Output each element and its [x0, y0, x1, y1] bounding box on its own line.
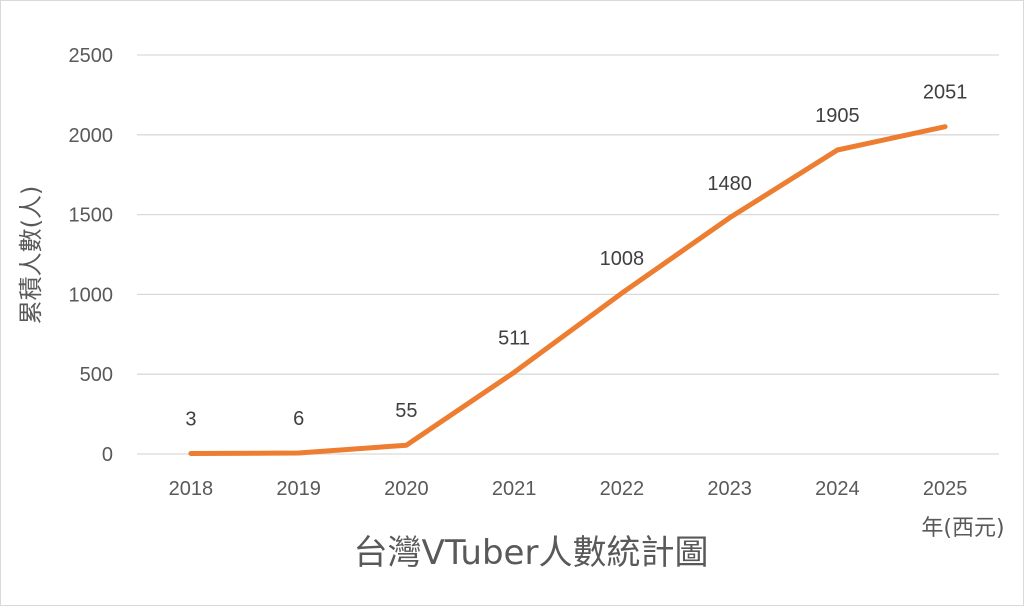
- y-tick-label: 500: [80, 364, 113, 386]
- x-tick-label: 2022: [600, 478, 645, 500]
- data-label: 3: [185, 409, 196, 431]
- series-lines: [188, 124, 948, 456]
- y-tick-label: 0: [102, 444, 113, 466]
- x-tick-label: 2018: [169, 478, 214, 500]
- y-axis-ticks: 0 500 1000 1500 2000 2500: [69, 45, 114, 466]
- y-axis-title: 累積人數(人): [17, 186, 45, 325]
- y-tick-label: 1500: [69, 205, 114, 227]
- gridlines: [137, 54, 999, 455]
- x-tick-label: 2021: [492, 478, 537, 500]
- data-label: 2051: [923, 82, 968, 104]
- x-tick-label: 2020: [384, 478, 429, 500]
- x-axis-title: 年(西元): [921, 516, 1004, 541]
- data-label: 1905: [815, 105, 860, 127]
- data-label: 511: [498, 327, 530, 349]
- x-tick-label: 2019: [276, 478, 321, 500]
- chart-title: 台灣VTuber人數統計圖: [354, 533, 709, 573]
- x-axis-ticks: 2018 2019 2020 2021 2022 2023 2024 2025: [169, 478, 968, 500]
- x-tick-label: 2023: [707, 478, 752, 500]
- y-tick-label: 2500: [69, 45, 114, 67]
- data-label: 1480: [707, 173, 752, 195]
- data-labels: 3 6 55 511 1008 1480 1905 2051: [185, 82, 967, 431]
- series-line: [188, 124, 948, 456]
- data-label: 1008: [600, 248, 645, 270]
- x-tick-label: 2025: [923, 478, 968, 500]
- y-tick-label: 1000: [69, 284, 114, 306]
- data-label: 55: [395, 400, 417, 422]
- y-tick-label: 2000: [69, 125, 114, 147]
- data-label: 6: [293, 408, 304, 430]
- x-tick-label: 2024: [815, 478, 860, 500]
